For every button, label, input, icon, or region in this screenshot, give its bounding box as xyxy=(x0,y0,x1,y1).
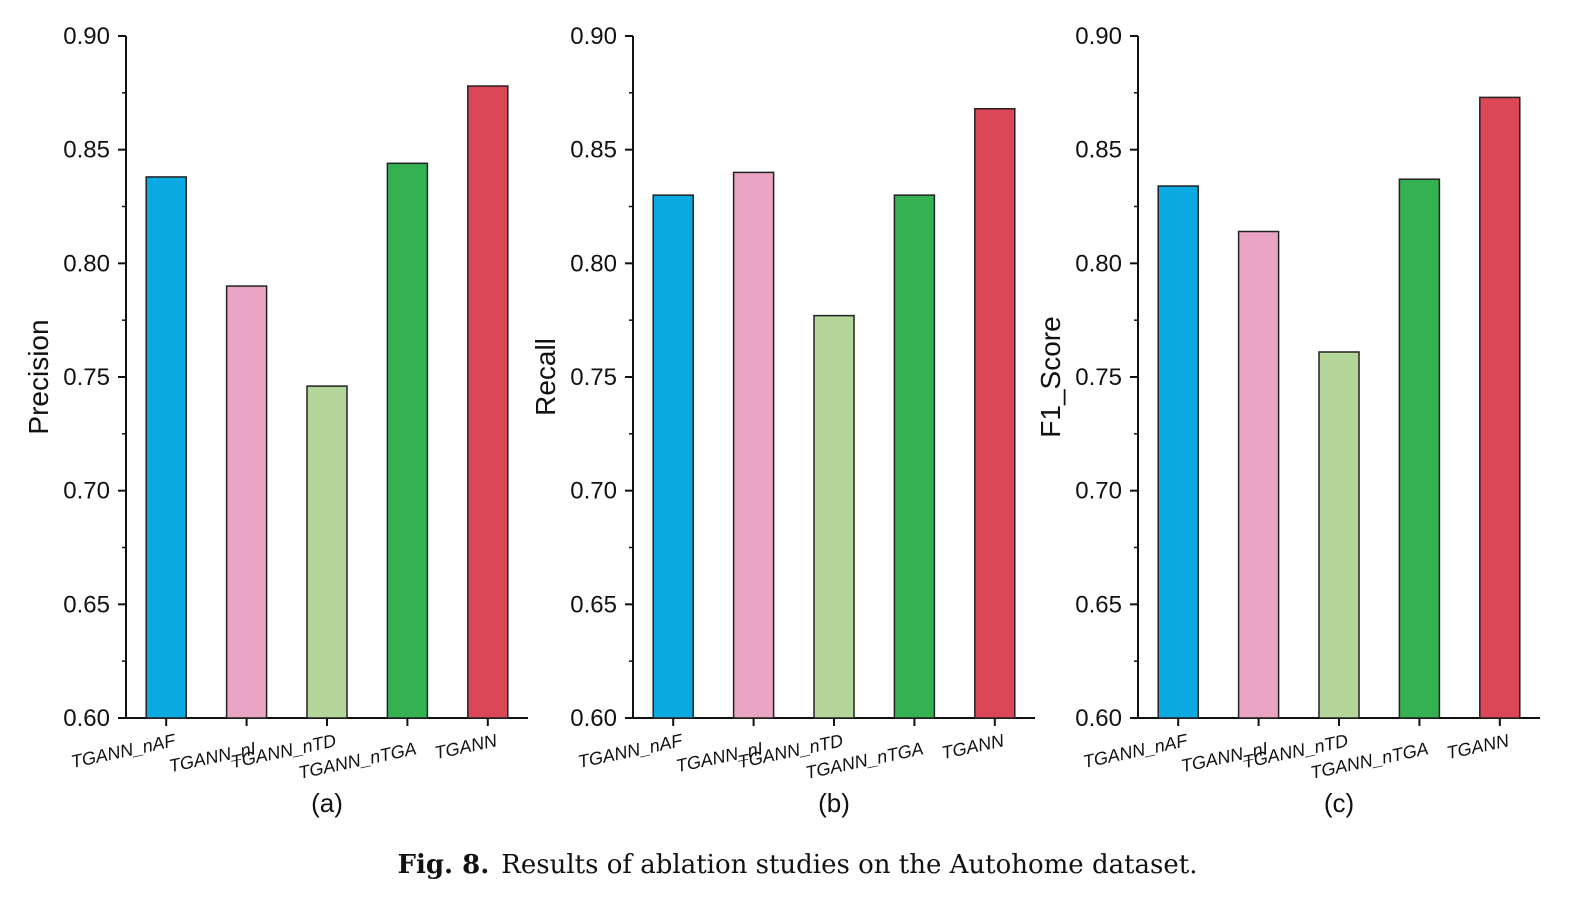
y-tick-label: 0.75 xyxy=(570,364,617,391)
chart-panel-3: 0.60 0.65 0.70 0.75 0.80 0.85 0.90 TGANN_nAF TGA… xyxy=(1035,23,1540,818)
figure-caption: Fig. 8. Results of ablation studies on th… xyxy=(0,850,1595,880)
panel-label: (a) xyxy=(311,788,343,818)
chart-panel-2: 0.60 0.65 0.70 0.75 0.80 0.85 0.90 TGANN_nAF TGA… xyxy=(530,23,1035,818)
y-tick-label: 0.80 xyxy=(1075,250,1122,277)
bar-tgann xyxy=(974,107,1016,719)
y-tick-label: 0.80 xyxy=(63,250,110,277)
y-tick-label: 0.70 xyxy=(1075,478,1122,505)
y-axis-title: Recall xyxy=(530,338,561,416)
bar-tgann-ntd xyxy=(1318,351,1360,719)
y-tick-label: 0.65 xyxy=(570,591,617,618)
y-tick-label: 0.60 xyxy=(63,705,110,732)
bar-tgann-naf xyxy=(652,194,694,719)
y-tick-label: 0.80 xyxy=(570,250,617,277)
x-category-label: TGANN xyxy=(940,730,1007,763)
x-category-label: TGANN_nAF xyxy=(576,730,685,772)
y-tick-label: 0.60 xyxy=(1075,705,1122,732)
x-category-label: TGANN xyxy=(433,730,500,763)
x-category-label: TGANN xyxy=(1445,730,1512,763)
panel-label: (c) xyxy=(1324,788,1354,818)
y-tick-label: 0.70 xyxy=(63,478,110,505)
y-tick-label: 0.90 xyxy=(1075,23,1122,50)
bar-tgann-ntd xyxy=(306,385,348,719)
bar-tgann-ntga xyxy=(386,162,429,719)
chart-panel-1: 0.60 0.65 0.70 0.75 0.80 0.85 0.90 TGANN_nAF TGA… xyxy=(23,23,528,818)
caption-text: Results of ablation studies on the Autoh… xyxy=(501,850,1198,880)
bar-tgann-ntga xyxy=(1398,178,1441,719)
y-tick-label: 0.65 xyxy=(63,591,110,618)
y-tick-label: 0.90 xyxy=(63,23,110,50)
bar-tgann xyxy=(467,85,509,719)
bar-tgann-naf xyxy=(145,176,187,719)
bar-tgann-ni xyxy=(225,285,268,719)
bar-tgann-ntd xyxy=(813,314,855,719)
y-tick-label: 0.65 xyxy=(1075,591,1122,618)
y-axis-title: F1_Score xyxy=(1035,316,1066,437)
y-tick-label: 0.70 xyxy=(570,478,617,505)
panel-label: (b) xyxy=(818,788,850,818)
bar-tgann-ni xyxy=(1237,230,1280,719)
bar-tgann-ni xyxy=(732,171,775,719)
y-tick-label: 0.90 xyxy=(570,23,617,50)
bar-tgann xyxy=(1479,96,1521,719)
y-tick-label: 0.75 xyxy=(63,364,110,391)
bar-tgann-ntga xyxy=(893,194,936,719)
y-tick-label: 0.85 xyxy=(570,137,617,164)
y-tick-label: 0.85 xyxy=(63,137,110,164)
x-category-label: TGANN_nAF xyxy=(1081,730,1190,772)
y-tick-label: 0.75 xyxy=(1075,364,1122,391)
y-axis-title: Precision xyxy=(23,319,54,434)
bar-tgann-naf xyxy=(1157,185,1199,719)
caption-label: Fig. 8. xyxy=(397,850,490,880)
y-tick-label: 0.60 xyxy=(570,705,617,732)
y-tick-label: 0.85 xyxy=(1075,137,1122,164)
x-category-label: TGANN_nAF xyxy=(69,730,178,772)
